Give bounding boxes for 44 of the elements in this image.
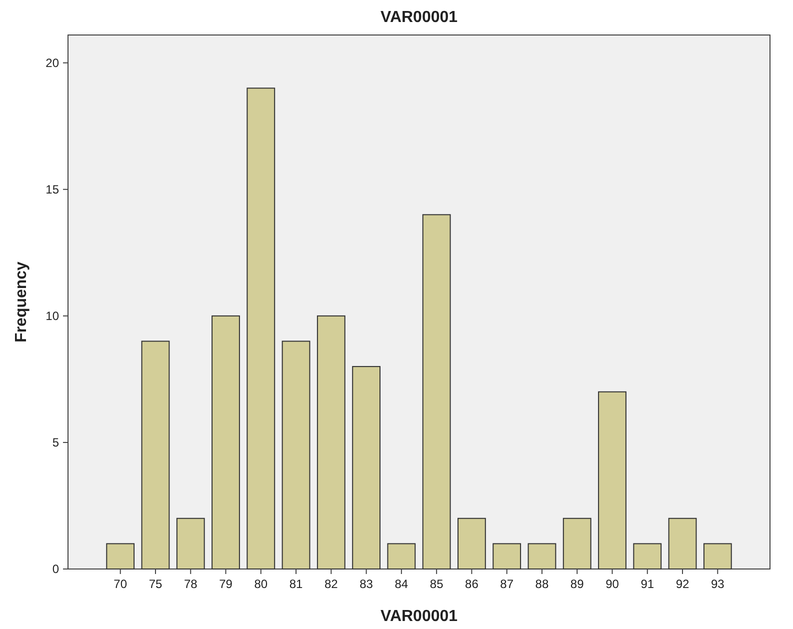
bar [703,543,732,570]
bar [598,391,626,570]
bar [458,518,486,570]
x-tick-label: 70 [114,577,128,591]
x-tick-label: 75 [148,577,162,591]
bar [422,214,451,570]
bar [562,518,592,570]
bar [106,543,135,570]
bar [668,518,697,570]
bar [246,88,276,570]
bar [633,543,662,570]
bar [352,366,380,570]
x-tick-label: 78 [184,577,198,591]
x-tick-label: 83 [360,577,374,591]
x-tick-label: 81 [289,577,304,591]
x-tick-label: 82 [324,577,338,591]
x-axis-title: VAR00001 [380,608,458,625]
bar [282,340,310,570]
x-tick-label: 87 [500,577,514,591]
y-tick-label: 5 [52,436,60,450]
x-tick-label: 92 [676,577,690,591]
bar [141,340,170,570]
bar [316,315,346,570]
bar [212,315,240,570]
x-tick-label: 89 [570,577,584,591]
x-tick-label: 90 [606,577,620,591]
x-tick-label: 91 [640,577,654,591]
x-tick-label: 80 [254,577,268,591]
chart-title: VAR00001 [380,9,458,26]
x-tick-label: 85 [430,577,444,591]
bar [387,543,416,570]
y-tick-label: 10 [46,309,60,324]
y-tick-label: 20 [46,56,60,70]
x-tick-label: 93 [710,577,725,591]
bar [492,543,522,570]
y-tick-label: 15 [46,182,60,197]
y-tick-label: 0 [52,562,60,576]
bar [528,543,556,570]
x-tick-label: 88 [535,577,549,591]
x-tick-label: 86 [465,577,479,591]
x-tick-label: 79 [219,577,233,591]
y-axis-title: Frequency [13,261,30,342]
bar [176,518,205,570]
x-tick-label: 84 [394,577,408,591]
